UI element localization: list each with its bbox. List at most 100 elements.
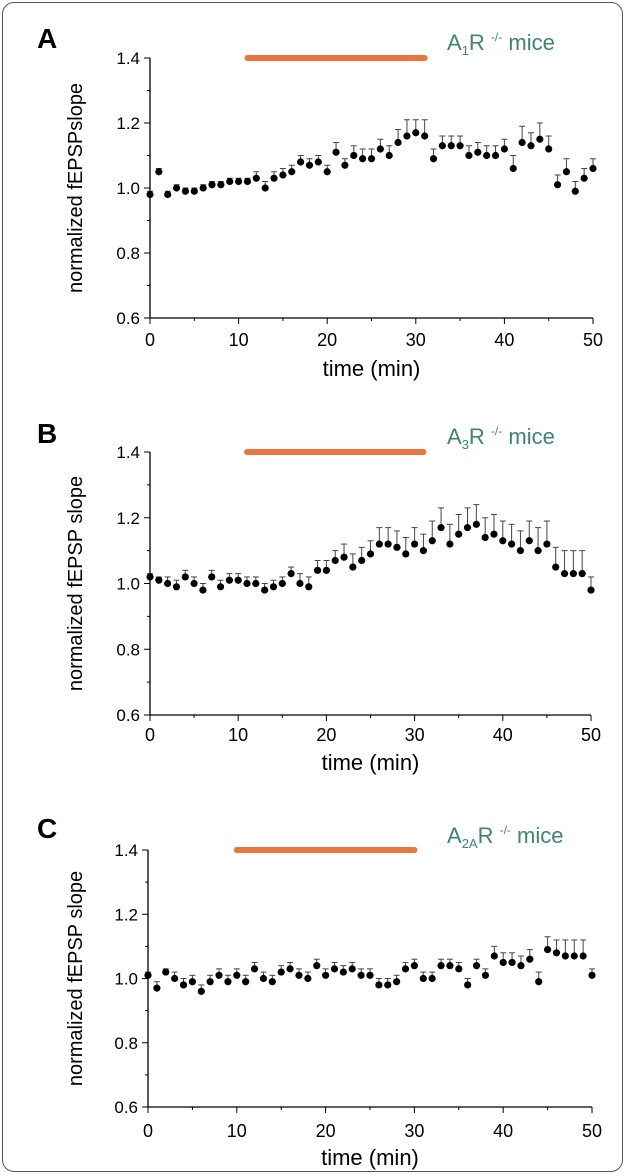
data-point: [305, 161, 314, 169]
data-point: [172, 184, 181, 192]
y-tick-label: 1.0: [116, 179, 140, 198]
data-point: [535, 978, 543, 986]
data-point: [508, 540, 516, 548]
data-point: [589, 164, 597, 173]
data-point: [250, 965, 259, 973]
data-point: [164, 579, 172, 588]
data-point: [155, 168, 163, 176]
y-axis-title: normalized fEPSP slope: [65, 476, 87, 691]
data-point: [215, 971, 223, 979]
data-point: [259, 974, 268, 983]
data-point: [261, 184, 269, 192]
data-point: [446, 962, 454, 970]
x-tick-label: 0: [145, 330, 155, 350]
data-point: [243, 177, 252, 186]
data-point: [216, 583, 225, 591]
data-point: [580, 174, 588, 182]
data-point: [313, 566, 322, 574]
data-point: [359, 155, 367, 163]
data-point: [410, 962, 418, 970]
data-point: [235, 177, 243, 186]
data-point: [534, 547, 542, 555]
data-point: [269, 583, 278, 591]
data-point: [261, 586, 269, 594]
data-point: [226, 177, 234, 186]
data-point: [179, 981, 188, 989]
data-point: [552, 949, 561, 957]
data-point: [155, 576, 163, 584]
data-point: [366, 971, 374, 979]
data-point: [144, 971, 152, 979]
data-point: [181, 187, 190, 195]
data-point: [560, 570, 569, 578]
x-tick-label: 0: [143, 1121, 153, 1141]
y-tick-label: 0.8: [114, 1034, 138, 1053]
y-tick-label: 0.8: [116, 244, 140, 263]
data-point: [288, 168, 296, 176]
data-point: [188, 978, 196, 986]
y-tick-label: 1.2: [116, 114, 140, 133]
data-point: [428, 537, 436, 545]
panel-label: A: [37, 23, 57, 54]
data-point: [544, 945, 552, 954]
data-point: [146, 573, 154, 581]
data-point: [472, 962, 481, 970]
data-point: [481, 971, 490, 979]
data-point: [296, 579, 304, 588]
data-point: [242, 978, 250, 986]
data-point: [278, 579, 286, 588]
data-point: [341, 161, 349, 169]
data-point: [313, 962, 321, 970]
y-tick-label: 1.4: [116, 443, 140, 462]
data-point: [536, 135, 544, 143]
data-point: [322, 566, 330, 574]
data-point: [483, 151, 491, 160]
data-point: [474, 148, 482, 156]
data-point: [322, 971, 330, 979]
data-point: [224, 978, 232, 986]
data-point: [394, 138, 402, 147]
data-point: [146, 190, 154, 199]
data-point: [350, 151, 358, 160]
data-point: [509, 164, 517, 173]
data-point: [490, 530, 498, 538]
data-point: [571, 187, 579, 195]
data-point: [331, 556, 339, 565]
data-point: [419, 974, 427, 983]
data-point: [455, 965, 463, 973]
data-point: [421, 132, 429, 140]
data-point: [499, 537, 507, 545]
data-point: [376, 145, 384, 153]
data-point: [234, 576, 242, 584]
legend-label: A1R -/- mice: [447, 30, 555, 58]
data-point: [208, 573, 216, 581]
panel-label: B: [37, 418, 57, 449]
x-axis-title: time (min): [323, 356, 421, 381]
data-point: [206, 978, 214, 986]
data-point: [279, 171, 287, 179]
data-point: [323, 168, 331, 176]
data-point: [305, 583, 313, 591]
data-point: [437, 524, 445, 532]
y-axis-title: normalized fEPSPslope: [65, 83, 87, 293]
chart-panel-b: B 0.6 0.8 1.0 1.2 1.4 0 10 20 30 40 50 time (min) nor…: [37, 418, 601, 775]
data-point: [545, 145, 553, 153]
data-point: [339, 968, 347, 976]
data-point: [517, 962, 525, 970]
x-axis-title: time (min): [322, 750, 420, 775]
data-point: [197, 987, 205, 995]
data-point: [500, 145, 508, 153]
data-point: [481, 533, 489, 542]
x-axis-title: time (min): [321, 1145, 419, 1170]
y-axis-title: normalized fEPSP slope: [65, 871, 87, 1086]
data-point: [525, 537, 533, 545]
y-tick-label: 1.0: [116, 575, 140, 594]
data-point: [455, 530, 463, 538]
data-point: [570, 952, 578, 960]
data-point: [217, 181, 225, 189]
data-point: [428, 974, 436, 983]
data-point: [579, 952, 587, 960]
data-point: [314, 158, 322, 166]
data-point: [385, 151, 393, 160]
